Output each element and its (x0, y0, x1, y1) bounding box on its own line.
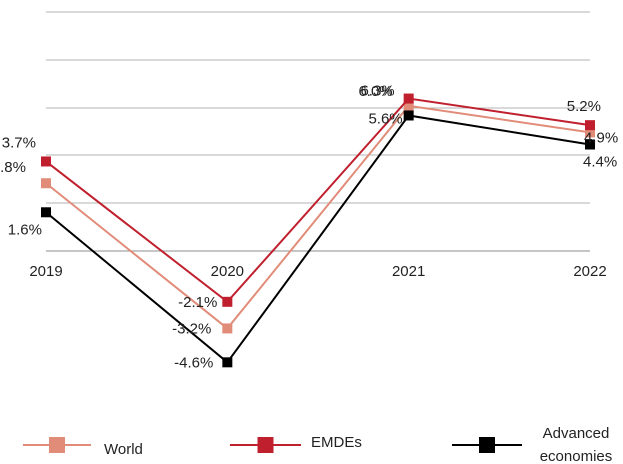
legend-item: Advanced economies (452, 425, 612, 464)
data-label: -3.2% (172, 320, 211, 337)
x-axis: 2019 2020 2021 2022 (29, 250, 607, 280)
x-tick-label: 2021 (392, 263, 425, 280)
legend-item: World (23, 437, 143, 458)
data-point (403, 100, 414, 111)
data-label: 4.4% (583, 154, 617, 171)
data-label: -4.6% (174, 354, 213, 371)
series-line (45, 104, 591, 330)
data-point (41, 178, 51, 189)
data-label: 2.8% (0, 159, 26, 176)
x-tick-label: 2022 (573, 263, 606, 280)
data-point (41, 207, 51, 218)
data-labels: 2.8% -3.2% 6.0% 4.9% 3.7% -2.1% 6.3% 5.2% 1.6% -4… (0, 83, 618, 372)
data-label: 3.7% (2, 134, 36, 151)
legend-label: EMDEs (311, 434, 362, 451)
x-tick-label: 2020 (211, 263, 244, 280)
legend-marker (257, 437, 274, 453)
legend-label: Advanced economies (540, 425, 613, 464)
gridlines (46, 11, 590, 204)
legend-item: EMDEs (230, 434, 362, 453)
data-point (222, 357, 233, 368)
legend: World EMDEs Advanced economies (23, 425, 612, 464)
data-point (585, 139, 595, 150)
data-point (222, 323, 233, 334)
data-label: -2.1% (178, 294, 217, 311)
series-group (41, 93, 595, 368)
data-point (41, 156, 51, 167)
data-label: 6.3% (360, 83, 394, 100)
data-label: 4.9% (584, 129, 618, 146)
data-point (222, 296, 233, 307)
series-line (45, 97, 591, 304)
legend-marker (479, 437, 495, 453)
data-point (403, 93, 414, 104)
legend-marker (49, 437, 65, 453)
data-point (403, 110, 414, 121)
x-tick-label: 2019 (29, 263, 62, 280)
series-line (45, 114, 591, 364)
data-label: 5.2% (567, 98, 601, 115)
data-label: 6.0% (358, 83, 392, 100)
data-point (585, 120, 595, 131)
data-label: 5.6% (368, 110, 402, 127)
data-label: 1.6% (8, 221, 42, 238)
data-point (585, 127, 595, 138)
legend-label: World (104, 441, 143, 458)
